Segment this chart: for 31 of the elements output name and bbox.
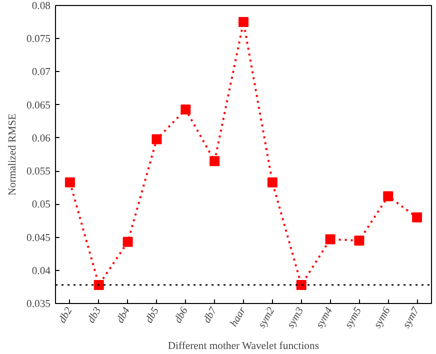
- y-tick-label: 0.08: [32, 1, 51, 12]
- point: [94, 280, 104, 290]
- y-tick-label: 0.05: [32, 200, 51, 211]
- point: [412, 212, 422, 222]
- y-tick-label: 0.035: [26, 299, 51, 310]
- point: [354, 236, 364, 246]
- y-tick-label: 0.055: [26, 166, 51, 178]
- x-tick-label: db3: [86, 306, 104, 326]
- y-axis-title: Normalized RMSE: [8, 114, 19, 196]
- x-tick-label: db4: [115, 305, 133, 326]
- x-tick-label: db5: [144, 305, 162, 326]
- y-tick-label: 0.06: [32, 133, 52, 144]
- point: [238, 17, 248, 28]
- point: [383, 191, 394, 202]
- x-tick-label: db6: [172, 305, 191, 326]
- y-tick-label: 0.045: [26, 232, 51, 244]
- point: [210, 156, 220, 166]
- point: [325, 234, 336, 244]
- x-tick-label: db2: [57, 305, 76, 326]
- y-tick-label: 0.07: [32, 67, 52, 78]
- y-tick-label: 0.065: [26, 100, 51, 112]
- point: [267, 177, 278, 188]
- point: [180, 104, 191, 114]
- x-axis-title: Different mother Wavelet functions: [168, 340, 319, 352]
- point: [64, 177, 75, 188]
- point: [152, 134, 162, 144]
- point: [296, 280, 306, 290]
- x-tick-label: db7: [202, 305, 220, 326]
- y-tick-label: 0.075: [26, 34, 51, 46]
- point: [122, 236, 133, 247]
- y-tick-label: 0.04: [32, 266, 52, 277]
